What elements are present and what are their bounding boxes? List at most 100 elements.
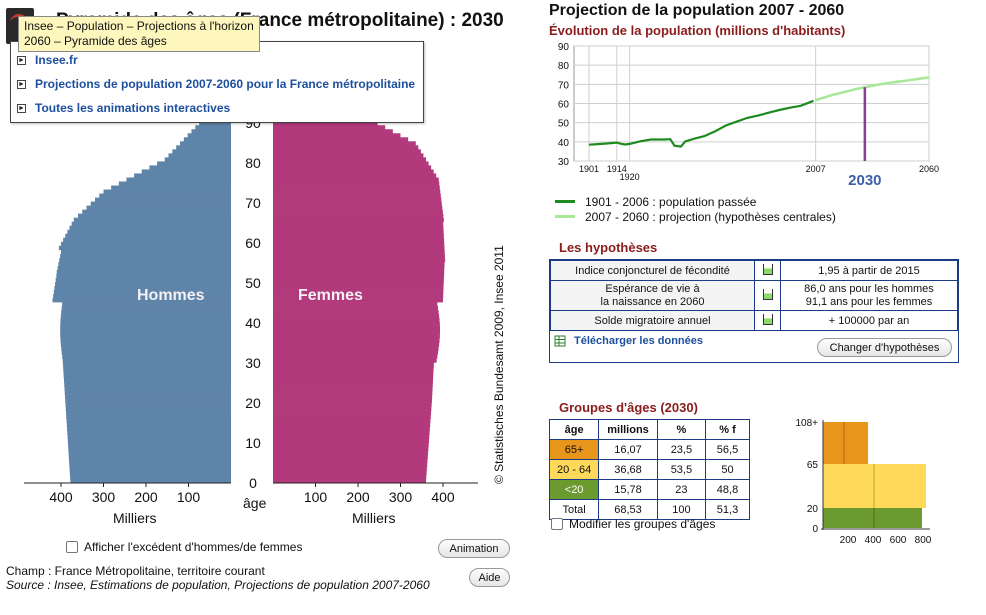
men-age-bar <box>60 338 231 343</box>
men-age-bar <box>67 426 231 432</box>
menu-item-insee[interactable]: ► Insee.fr <box>17 48 417 72</box>
legend-proj-swatch <box>555 215 575 218</box>
y-tick-label: 90 <box>558 42 570 53</box>
men-age-bar <box>99 193 231 198</box>
tooltip-line-2: 2060 – Pyramide des âges <box>24 34 167 48</box>
projection-subtitle: Évolution de la population (millions d'h… <box>549 23 846 38</box>
change-hypotheses-button[interactable]: Changer d'hypothèses <box>817 338 952 357</box>
women-age-bar <box>273 209 443 214</box>
men-age-bar <box>62 362 231 367</box>
pctf-cell: 56,5 <box>704 439 751 460</box>
women-age-bar <box>273 374 434 379</box>
men-age-bar <box>141 169 231 174</box>
men-age-bar <box>95 197 231 202</box>
legend-past-swatch <box>555 200 575 203</box>
age-tick-label: 60 <box>245 235 261 251</box>
age-tick-label: 70 <box>245 195 261 211</box>
women-age-bar <box>273 282 444 287</box>
women-age-bar <box>273 306 439 311</box>
men-age-bar <box>64 386 231 391</box>
menu-item-label: Toutes les animations interactives <box>35 101 231 115</box>
men-age-bar <box>63 370 232 375</box>
men-age-bar <box>68 442 232 448</box>
tooltip-line-1: Insee – Population – Projections à l'hor… <box>24 19 254 33</box>
men-age-bar <box>90 201 231 206</box>
x-tick-label: 400 <box>431 489 455 505</box>
women-age-bar <box>273 314 440 319</box>
animation-button[interactable]: Animation <box>438 539 510 558</box>
women-age-bar <box>273 286 444 291</box>
pct-cell: 23 <box>656 479 706 500</box>
age-cell: 65+ <box>548 439 600 460</box>
women-age-bar <box>273 129 393 134</box>
col-age: âge <box>548 419 600 440</box>
men-age-bar <box>67 434 231 440</box>
excess-checkbox-row[interactable]: Afficher l'excédent d'hommes/de femmes <box>66 540 302 554</box>
men-age-bar <box>86 205 231 210</box>
menu-item-animations[interactable]: ► Toutes les animations interactives <box>17 96 417 120</box>
men-age-bar <box>199 121 231 126</box>
women-age-bar <box>273 161 429 166</box>
women-age-bar <box>273 189 441 194</box>
hyp-value-line1: 86,0 ans pour les hommes <box>804 282 934 295</box>
hyp-glass-cell[interactable] <box>754 260 781 281</box>
legend-past-label: 1901 - 2006 : population passée <box>585 194 757 209</box>
mini-bar-65plus <box>823 422 868 464</box>
men-age-bar <box>69 462 231 468</box>
men-age-bar <box>56 269 231 275</box>
age-tick-label: 50 <box>245 275 261 291</box>
men-age-bar <box>63 378 231 383</box>
hypotheses-panel: Indice conjoncturel de fécondité 1,95 à … <box>549 259 959 363</box>
arrow-icon: ► <box>17 103 26 113</box>
copyright-credit: © Statistisches Bundesamt 2009, Insee 20… <box>492 245 506 484</box>
men-age-bar <box>58 245 231 251</box>
women-age-bar <box>273 446 429 452</box>
menu-item-projections[interactable]: ► Projections de population 2007-2060 po… <box>17 72 417 96</box>
hyp-glass-cell[interactable] <box>754 310 781 331</box>
women-age-bar <box>273 177 439 182</box>
women-age-bar <box>273 302 438 307</box>
hyp-glass-cell[interactable] <box>754 280 781 311</box>
glass-icon[interactable] <box>762 263 773 275</box>
download-link-label: Télécharger les données <box>574 335 703 347</box>
men-age-bar <box>67 430 231 436</box>
mini-x-tick: 800 <box>915 535 932 546</box>
projection-title: Projection de la population 2007 - 2060 <box>549 2 845 19</box>
y-tick-label: 40 <box>558 138 570 149</box>
millions-cell: 68,53 <box>598 499 658 520</box>
footer-champ: Champ : France Métropolitaine, territoir… <box>6 564 265 578</box>
men-bars <box>52 85 232 484</box>
men-age-bar <box>65 398 231 403</box>
aide-button[interactable]: Aide <box>469 568 510 587</box>
men-age-bar <box>67 438 231 444</box>
legend-proj-label: 2007 - 2060 : projection (hypothèses cen… <box>585 209 836 224</box>
age-tick-label: 30 <box>245 355 261 371</box>
men-age-bar <box>53 290 232 295</box>
modify-groups-checkbox[interactable] <box>551 518 563 530</box>
men-age-bar <box>180 141 231 146</box>
hyp-label: Indice conjoncturel de fécondité <box>550 260 755 281</box>
col-pct: % <box>656 419 706 440</box>
mini-y-tick: 20 <box>807 504 819 515</box>
pct-cell: 100 <box>656 499 706 520</box>
modify-groups-row[interactable]: Modifier les groupes d'âges <box>551 517 715 531</box>
women-age-bar <box>273 193 441 198</box>
glass-icon[interactable] <box>762 288 773 300</box>
age-tick-label: 0 <box>249 475 257 491</box>
men-age-bar <box>66 414 232 419</box>
women-age-bar <box>273 466 427 472</box>
glass-icon[interactable] <box>762 313 773 325</box>
men-age-bar <box>68 450 231 456</box>
women-age-bar <box>273 450 429 456</box>
age-groups-mini-chart: 108+ 65 20 0 200 400 600 800 <box>795 418 932 546</box>
download-link[interactable]: Télécharger les données <box>554 335 703 347</box>
women-age-bar <box>273 290 444 295</box>
women-age-bar <box>273 153 424 158</box>
excess-checkbox[interactable] <box>66 541 78 553</box>
men-age-bar <box>65 406 231 411</box>
women-age-bar <box>273 294 444 299</box>
men-age-bar <box>54 286 231 291</box>
women-age-bar <box>273 362 434 367</box>
men-age-bar <box>71 221 231 227</box>
